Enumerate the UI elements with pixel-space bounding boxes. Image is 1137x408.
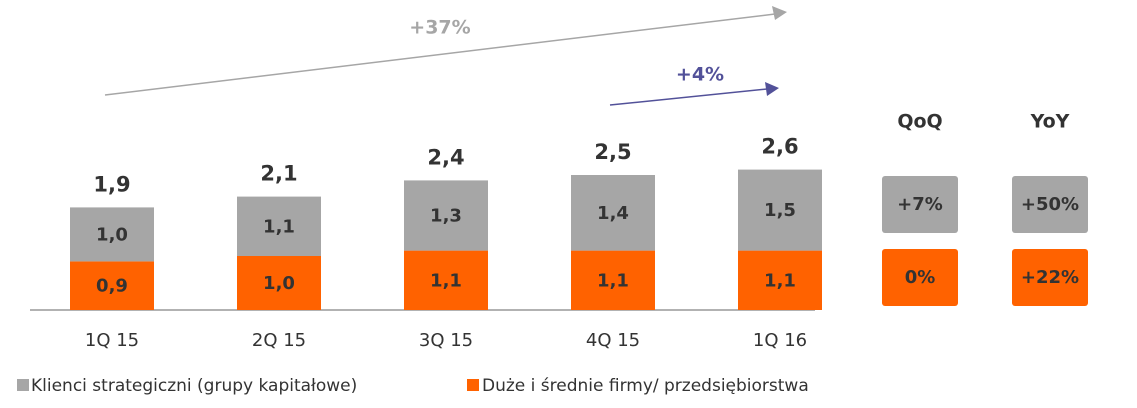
segment-label: 0,9 <box>96 276 128 297</box>
x-tick-label: 2Q 15 <box>252 330 306 351</box>
bar-segment <box>404 180 488 251</box>
annotation: +37% <box>409 17 470 39</box>
legend-swatch <box>467 379 479 391</box>
segment-label: 1,0 <box>263 273 295 294</box>
segment-label: 1,1 <box>597 270 629 291</box>
segment-label: 1,1 <box>263 216 295 237</box>
segment-label: 1,5 <box>764 200 796 221</box>
change-value: +7% <box>897 194 943 215</box>
total-label: 2,1 <box>260 162 297 186</box>
change-value: 0% <box>905 267 936 288</box>
total-label: 2,5 <box>594 140 631 164</box>
segment-label: 1,1 <box>764 270 796 291</box>
change-box <box>882 249 958 306</box>
total-label: 2,4 <box>427 145 464 169</box>
change-box <box>1012 249 1088 306</box>
segment-label: 1,3 <box>430 206 462 227</box>
bar-segment <box>237 256 321 310</box>
legend-swatch <box>17 379 29 391</box>
column-header: QoQ <box>897 111 942 133</box>
total-label: 1,9 <box>93 172 130 196</box>
bar-segment <box>70 261 154 310</box>
segment-label: 1,4 <box>597 203 629 224</box>
change-box <box>1012 176 1088 233</box>
segment-label: 1,0 <box>96 224 128 245</box>
segment-label: 1,1 <box>430 270 462 291</box>
bar-segment <box>571 175 655 251</box>
bar-segment <box>237 196 321 256</box>
bar-segment <box>738 250 822 310</box>
annotation: +4% <box>676 64 724 86</box>
bar-segment <box>404 250 488 310</box>
change-value: +50% <box>1021 194 1079 215</box>
total-label: 2,6 <box>761 135 798 159</box>
x-tick-label: 1Q 15 <box>85 330 139 351</box>
column-header: YoY <box>1030 111 1070 133</box>
change-value: +22% <box>1021 267 1079 288</box>
legend-label: Klienci strategiczni (grupy kapitałowe) <box>31 376 357 396</box>
x-tick-label: 1Q 16 <box>753 330 807 351</box>
bar-segment <box>571 250 655 310</box>
bar-segment <box>738 169 822 251</box>
arrow-head <box>765 82 779 96</box>
trend-arrow <box>104 13 776 96</box>
x-tick-label: 3Q 15 <box>419 330 473 351</box>
arrow-head <box>772 6 787 20</box>
x-tick-label: 4Q 15 <box>586 330 640 351</box>
bar-segment <box>70 207 154 262</box>
change-box <box>882 176 958 233</box>
trend-arrow <box>609 88 768 106</box>
legend-label: Duże i średnie firmy/ przedsiębiorstwa <box>482 376 809 396</box>
